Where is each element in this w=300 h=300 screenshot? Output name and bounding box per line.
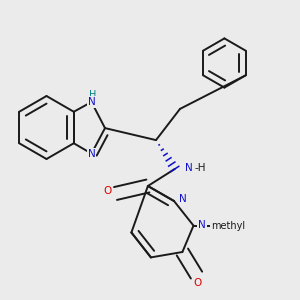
Text: H: H <box>89 90 97 100</box>
Text: N: N <box>198 220 206 230</box>
Text: N: N <box>88 148 95 159</box>
Text: -H: -H <box>195 163 206 173</box>
Text: O: O <box>103 185 111 196</box>
Text: N: N <box>184 163 192 173</box>
Text: O: O <box>194 278 202 288</box>
Text: N: N <box>178 194 186 205</box>
Text: N: N <box>88 97 95 107</box>
Text: methyl: methyl <box>211 220 245 231</box>
